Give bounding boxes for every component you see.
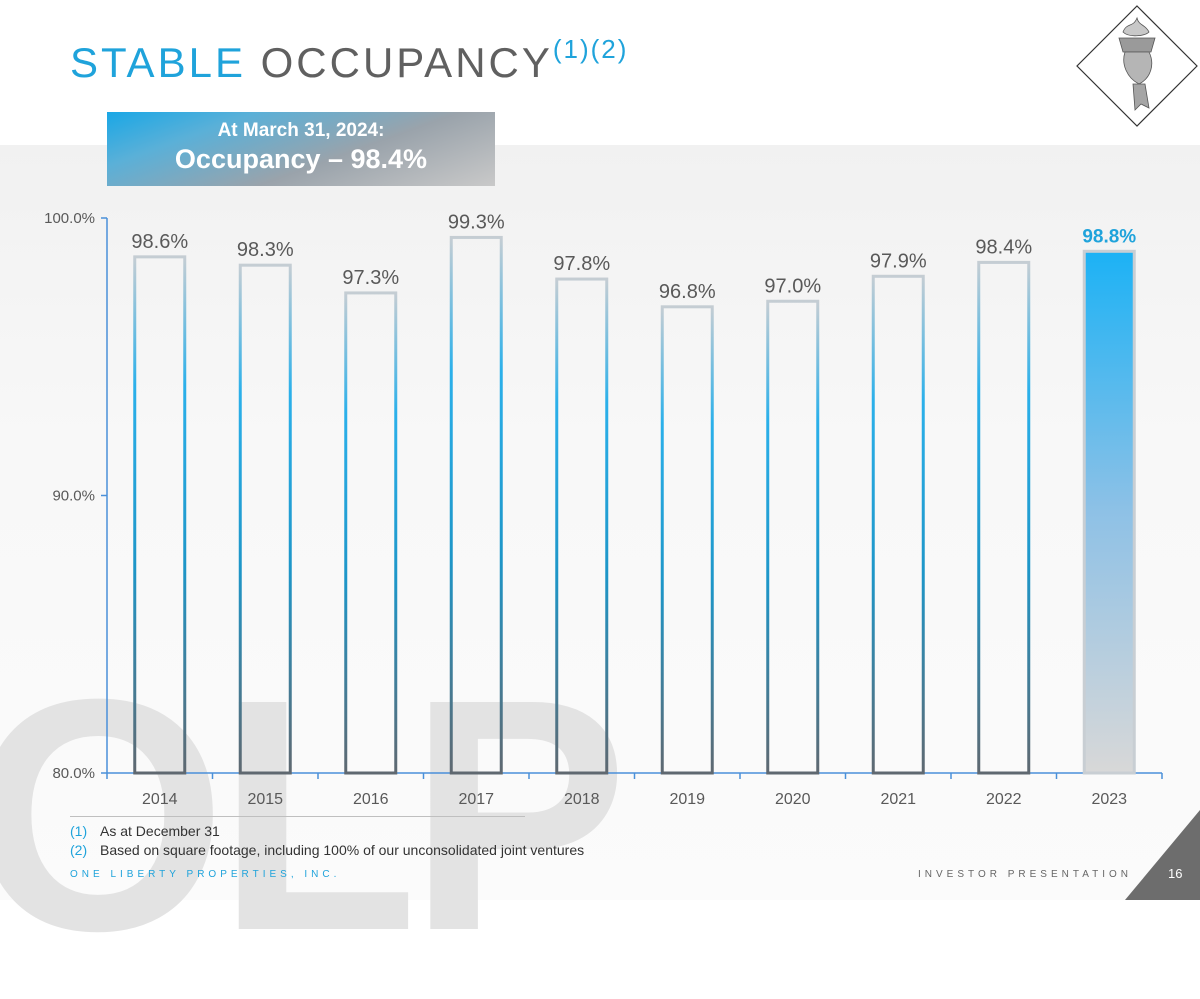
bar-2018: [555, 277, 609, 775]
occupancy-bar-chart: 80.0% 90.0% 100.0% 98.6% 2014 98.3% 2015 97.3%…: [44, 210, 1163, 808]
title-word-stable: STABLE: [70, 39, 246, 86]
footnotes: (1) As at December 31 (2) Based on square …: [70, 822, 584, 860]
y-tick-label: 80.0%: [52, 765, 95, 782]
bar-2023: [1082, 249, 1136, 775]
y-tick-label: 90.0%: [52, 488, 95, 505]
chart-axes: 80.0% 90.0% 100.0%: [44, 210, 1163, 782]
bar-value-label-2022: 98.4%: [975, 236, 1032, 258]
bar-value-label-2016: 97.3%: [342, 267, 399, 289]
x-tick-label-2015: 2015: [247, 791, 283, 808]
callout-occupancy: Occupancy – 98.4%: [174, 144, 428, 174]
y-tick-label: 100.0%: [44, 210, 95, 227]
footnote-divider: [70, 816, 525, 817]
statue-of-liberty-logo-icon: [1076, 5, 1198, 127]
bar-value-label-2017: 99.3%: [448, 211, 505, 233]
bar-2016: [344, 291, 398, 775]
footnote-1: (1) As at December 31: [70, 823, 220, 839]
bar-value-label-2015: 98.3%: [237, 239, 294, 261]
bar-value-label-2023: 98.8%: [1082, 226, 1136, 247]
company-name: ONE LIBERTY PROPERTIES, INC.: [70, 869, 341, 880]
page-number: 16: [1168, 866, 1183, 881]
bar-2022: [977, 260, 1031, 775]
page-title: STABLE OCCUPANCY(1)(2): [70, 34, 628, 87]
presentation-label: INVESTOR PRESENTATION: [918, 869, 1133, 880]
bar-value-label-2014: 98.6%: [131, 231, 188, 253]
x-tick-label-2017: 2017: [458, 791, 494, 808]
bar-2014: [133, 255, 187, 775]
bar-2019: [660, 305, 714, 775]
bar-value-label-2021: 97.9%: [870, 250, 927, 272]
bar-value-label-2018: 97.8%: [553, 253, 610, 275]
x-tick-label-2014: 2014: [142, 791, 178, 808]
bar-value-label-2020: 97.0%: [764, 275, 821, 297]
bar-2020: [766, 299, 820, 775]
x-tick-label-2022: 2022: [986, 791, 1022, 808]
corner-decoration: [1125, 810, 1200, 900]
bar-value-label-2019: 96.8%: [659, 281, 716, 303]
occupancy-callout: At March 31, 2024: Occupancy – 98.4%: [107, 112, 495, 186]
x-tick-label-2021: 2021: [880, 791, 916, 808]
x-tick-label-2019: 2019: [669, 791, 705, 808]
x-tick-label-2018: 2018: [564, 791, 600, 808]
title-footnote-refs: (1)(2): [552, 34, 629, 64]
x-tick-label-2020: 2020: [775, 791, 811, 808]
bar-2021: [871, 274, 925, 775]
chart-labels: 98.6% 2014 98.3% 2015 97.3% 2016 99.3% 2017 97.8…: [131, 211, 1136, 808]
footnote-2: (2) Based on square footage, including 10…: [70, 842, 585, 858]
callout-date: At March 31, 2024:: [217, 120, 385, 141]
chart-bars: [133, 235, 1136, 775]
x-tick-label-2023: 2023: [1091, 791, 1127, 808]
bar-2017: [449, 235, 503, 775]
title-word-occupancy: OCCUPANCY: [260, 39, 553, 86]
x-tick-label-2016: 2016: [353, 791, 389, 808]
bar-2015: [238, 263, 292, 775]
